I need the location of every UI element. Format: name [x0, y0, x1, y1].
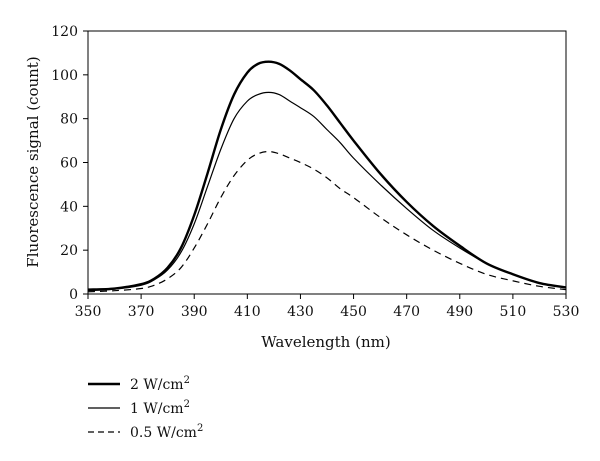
x-axis-title: Wavelength (nm) [261, 333, 390, 351]
x-tick-label-3: 410 [234, 304, 261, 320]
x-tick-label-2: 390 [181, 304, 208, 320]
legend-label-2: 0.5 W/cm2 [130, 423, 203, 441]
y-tick-label-1: 20 [60, 243, 78, 259]
x-tick-label-8: 510 [500, 304, 527, 320]
y-tick-label-3: 60 [60, 156, 78, 172]
y-tick-label-4: 80 [60, 112, 78, 128]
x-tick-label-9: 530 [553, 304, 580, 320]
y-tick-label-5: 100 [51, 68, 78, 84]
legend-label-0: 2 W/cm2 [130, 375, 190, 393]
y-axis-title: Fluorescence signal (count) [24, 56, 42, 267]
legend-label-superscript-2: 2 [197, 423, 203, 434]
x-tick-label-7: 490 [446, 304, 473, 320]
x-tick-label-4: 430 [287, 304, 314, 320]
y-tick-label-6: 120 [51, 24, 78, 40]
plot-frame [87, 30, 567, 295]
series-layer [87, 60, 567, 293]
legend-label-text-1: 1 W/cm [130, 401, 184, 417]
y-tick-label-2: 40 [60, 199, 78, 215]
axes-layer: 350 370 390 410 430 450 470 490 510 530 0 20 40 60 80 1… [51, 24, 579, 320]
legend-label-superscript-0: 2 [184, 375, 190, 386]
x-tick-label-1: 370 [128, 304, 155, 320]
legend-label-text-2: 0.5 W/cm [130, 425, 197, 441]
y-tick-label-0: 0 [69, 287, 78, 303]
series-line-0 [87, 60, 567, 291]
legend-label-superscript-1: 2 [184, 399, 190, 410]
legend-label-text-0: 2 W/cm [130, 377, 184, 393]
series-line-2 [87, 150, 567, 293]
plot-area [87, 30, 567, 295]
series-line-1 [87, 91, 567, 292]
x-tick-label-5: 450 [340, 304, 367, 320]
legend-label-1: 1 W/cm2 [130, 399, 190, 417]
x-tick-label-6: 470 [393, 304, 420, 320]
x-tick-label-0: 350 [75, 304, 102, 320]
